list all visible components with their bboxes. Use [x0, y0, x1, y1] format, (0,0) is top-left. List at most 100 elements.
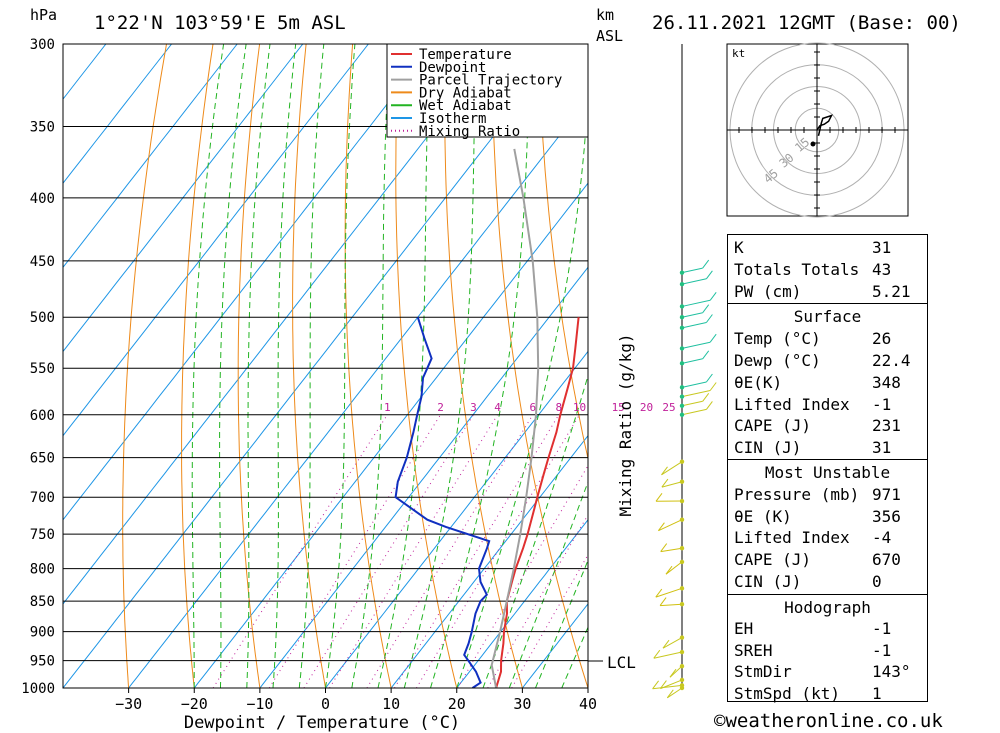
- profile-series: [394, 148, 580, 688]
- mu-cin-value: 0: [872, 572, 882, 591]
- wind-barb-flag: [658, 522, 665, 532]
- height-unit-km: km: [596, 6, 615, 24]
- legend-entry-label: Temperature: [419, 47, 512, 63]
- stmspd-value: 1: [872, 684, 882, 703]
- x-tick-label: −20: [181, 695, 208, 713]
- wet-adiabat-line: [508, 480, 588, 688]
- mixing-ratio-tick-label: 20: [640, 401, 653, 414]
- hodograph-title: Hodograph: [784, 598, 871, 617]
- dry-adiabat-line: [181, 44, 214, 688]
- wind-barb-dot: [679, 459, 685, 464]
- wind-barb: [681, 341, 711, 349]
- isotherm-line: [522, 603, 588, 688]
- pressure-tick-label: 750: [30, 527, 55, 543]
- mixing-ratio-tick-label: 2: [437, 401, 444, 414]
- surface-li-value: -1: [872, 395, 892, 414]
- mixing-ratio-tick-label: 10: [573, 401, 586, 414]
- eh-label: EH: [734, 619, 754, 638]
- wind-barb-flag: [655, 588, 663, 598]
- mixing-ratio-line: [457, 464, 588, 688]
- wind-barb: [655, 587, 683, 598]
- wind-barb-dot: [679, 685, 685, 691]
- wind-barb-flag: [653, 649, 661, 659]
- wind-barb: [661, 481, 683, 488]
- wind-barb: [681, 400, 703, 407]
- totals-totals-label: Totals Totals: [734, 260, 860, 279]
- mixing-ratio-tick-label: 1: [384, 401, 391, 414]
- pressure-tick-label: 450: [30, 254, 55, 270]
- sreh-value: -1: [872, 641, 892, 660]
- stmdir-label: StmDir: [734, 662, 792, 681]
- isotherm-line: [63, 44, 435, 521]
- wind-barb-dot: [679, 403, 685, 408]
- mu-pressure-value: 971: [872, 485, 901, 504]
- wind-barb-flag: [702, 304, 710, 314]
- k-index-label: K: [734, 238, 744, 257]
- wind-barb-flag: [652, 680, 659, 690]
- wet-adiabat-line: [403, 44, 477, 688]
- most-unstable-title: Most Unstable: [764, 463, 891, 482]
- mu-li-value: -4: [872, 528, 892, 547]
- pressure-tick-label: 550: [30, 361, 55, 377]
- dry-adiabat-line: [344, 44, 392, 688]
- pw-value: 5.21: [872, 282, 911, 301]
- wet-adiabat-line: [219, 44, 247, 688]
- wind-barb: [681, 408, 707, 416]
- x-tick-label: −30: [115, 695, 142, 713]
- wind-barb-flag: [706, 314, 713, 323]
- mixing-ratio-tick-label: 8: [555, 401, 562, 414]
- wind-barb-flag: [702, 392, 710, 402]
- wind-barb-dot: [679, 663, 685, 669]
- surface-li-label: Lifted Index: [734, 395, 850, 414]
- mixing-ratio-tick-label: 6: [529, 401, 536, 414]
- wet-adiabat-line: [351, 44, 391, 688]
- totals-totals-value: 43: [872, 260, 892, 279]
- wind-barb-flag: [661, 466, 668, 476]
- pressure-tick-label: 700: [30, 490, 55, 506]
- wind-barbs: [652, 259, 717, 699]
- dry-adiabat-line: [292, 44, 326, 688]
- wind-barb-flag: [706, 270, 713, 280]
- wind-barb-dot: [679, 270, 685, 275]
- wind-barb-flag: [706, 373, 713, 383]
- wind-barb-flag: [662, 639, 670, 649]
- mu-cape-label: CAPE (J): [734, 550, 812, 569]
- wind-barb-flag: [665, 565, 673, 575]
- mixing-ratio-line: [394, 414, 560, 688]
- x-axis-label: Dewpoint / Temperature (°C): [184, 713, 460, 733]
- pressure-unit-label: hPa: [30, 6, 58, 24]
- wind-barb: [660, 547, 683, 553]
- height-unit-asl: ASL: [596, 27, 624, 45]
- wind-barb: [681, 390, 711, 398]
- wet-adiabat-line: [191, 44, 225, 688]
- wind-barb: [681, 299, 711, 307]
- isotherm-line: [63, 44, 501, 605]
- stmspd-label: StmSpd (kt): [734, 684, 840, 703]
- isotherm-line: [63, 44, 238, 269]
- isotherm-line: [456, 519, 588, 688]
- dry-adiabat-line: [395, 44, 458, 688]
- mixing-ratio-tick-label: 25: [662, 401, 675, 414]
- wind-barb-dot: [679, 325, 685, 331]
- pressure-tick-label: 400: [30, 191, 55, 207]
- pressure-tick-label: 650: [30, 451, 55, 467]
- wind-barb-flag: [666, 689, 674, 699]
- wind-barb-dot: [679, 635, 685, 640]
- x-axis-ticks: −30 −20 −10 0 10 20 30 40: [115, 688, 597, 713]
- stmdir-value: 143°: [872, 662, 911, 681]
- wind-barb-dot: [679, 304, 685, 309]
- pressure-tick-label: 600: [30, 408, 55, 424]
- wind-barb-dot: [679, 385, 685, 390]
- mu-li-label: Lifted Index: [734, 528, 850, 547]
- pressure-tick-label: 350: [30, 119, 55, 135]
- wind-barb-flag: [702, 350, 710, 360]
- wind-barb: [662, 637, 683, 649]
- pressure-tick-label: 1000: [21, 681, 55, 697]
- wind-barb-flag: [655, 492, 663, 502]
- indices-panel: K 31 Totals Totals 43 PW (cm) 5.21 Surfa…: [727, 234, 928, 703]
- wind-barb: [665, 561, 683, 575]
- x-tick-label: 40: [579, 695, 597, 713]
- mixing-ratio-line: [303, 414, 474, 688]
